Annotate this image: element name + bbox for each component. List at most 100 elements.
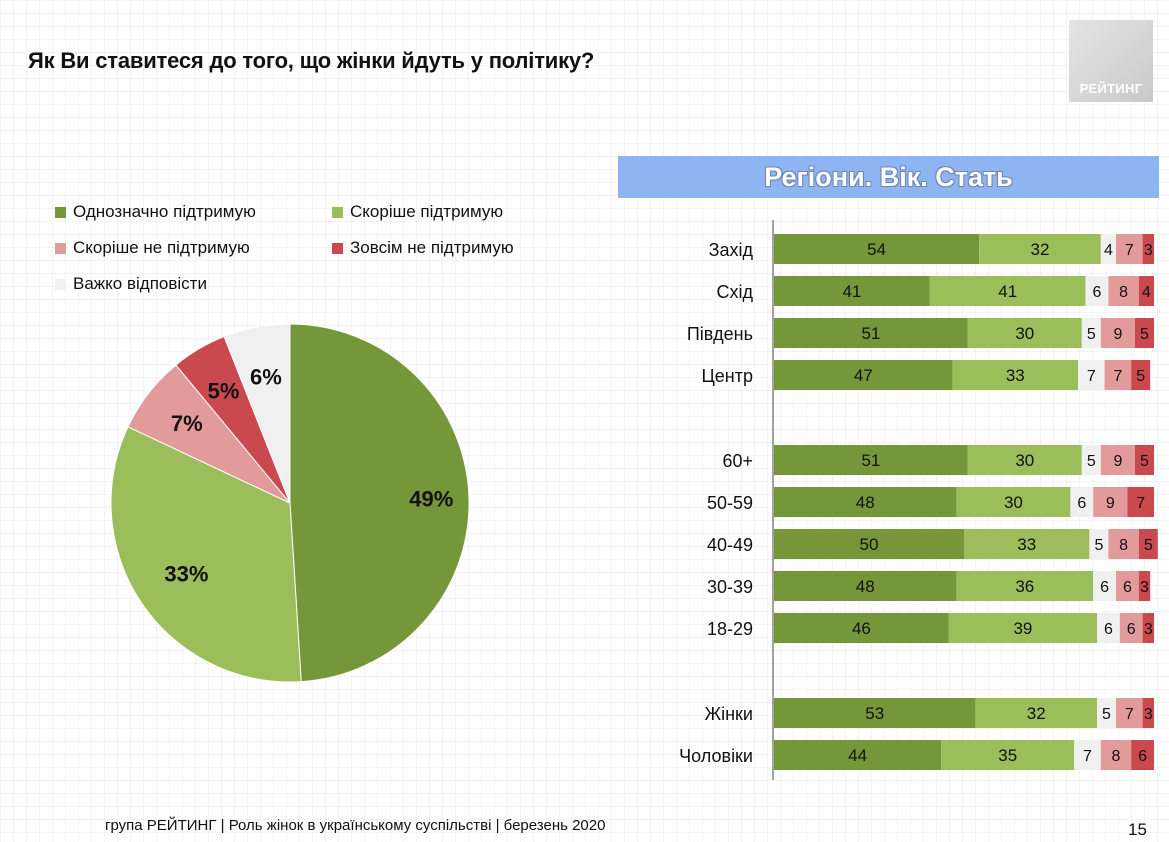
bar-segment xyxy=(1131,360,1151,390)
bar-segment xyxy=(1081,445,1101,475)
legend-label: Скоріше не підтримую xyxy=(73,238,250,257)
bar-data-label: 8 xyxy=(1119,284,1128,301)
bar-segment xyxy=(1104,360,1132,390)
bar-segment xyxy=(774,571,957,601)
bar-data-label: 51 xyxy=(861,324,880,343)
bar-segment xyxy=(1135,318,1154,348)
bar-segment xyxy=(967,445,1082,475)
bar-data-label: 3 xyxy=(1144,706,1153,723)
bar-data-label: 3 xyxy=(1144,242,1153,259)
bar-data-label: 5 xyxy=(1140,326,1149,343)
bar-data-label: 7 xyxy=(1087,368,1096,385)
bar-data-label: 4 xyxy=(1104,242,1113,259)
category-label: 50-59 xyxy=(707,493,753,513)
bar-segment xyxy=(1100,318,1135,348)
bar-segment xyxy=(774,529,964,559)
category-label: Захід xyxy=(709,240,754,260)
category-label: 18-29 xyxy=(707,619,753,639)
bar-data-label: 30 xyxy=(1004,493,1023,512)
bar-segment xyxy=(1097,613,1120,643)
bar-data-label: 35 xyxy=(998,746,1017,765)
bar-data-label: 8 xyxy=(1119,537,1128,554)
bar-segment xyxy=(774,445,968,475)
legend-label: Однозначно підтримую xyxy=(73,202,256,221)
bar-segment xyxy=(1081,318,1101,348)
category-label: Південь xyxy=(687,324,753,344)
pie-slice-label: 49% xyxy=(409,487,453,512)
bar-data-label: 6 xyxy=(1127,621,1136,638)
bar-data-label: 6 xyxy=(1123,579,1132,596)
bar-segment xyxy=(1116,698,1143,728)
bar-segment xyxy=(1138,529,1158,559)
bar-data-label: 32 xyxy=(1027,704,1046,723)
bar-segment xyxy=(929,276,1086,306)
legend-label: Важко відповісти xyxy=(73,274,207,293)
bar-segment xyxy=(774,698,976,728)
bar-segment xyxy=(1116,234,1143,264)
bar-data-label: 9 xyxy=(1113,326,1122,343)
bar-data-label: 33 xyxy=(1006,366,1025,385)
bar-segment xyxy=(1100,234,1116,264)
bar-data-label: 5 xyxy=(1087,453,1096,470)
bar-data-label: 6 xyxy=(1093,284,1102,301)
pie-slice xyxy=(110,426,302,683)
legend-swatch xyxy=(332,242,343,254)
bar-segment xyxy=(975,698,1097,728)
bar-data-label: 5 xyxy=(1087,326,1096,343)
bar-segment xyxy=(979,234,1101,264)
pie-slice xyxy=(289,323,470,683)
bar-segment xyxy=(1108,276,1139,306)
bar-data-label: 47 xyxy=(854,366,873,385)
bar-data-label: 3 xyxy=(1144,621,1153,638)
bar-data-label: 9 xyxy=(1113,453,1122,470)
category-label: Жінки xyxy=(705,704,754,724)
bar-segment xyxy=(774,276,930,306)
bar-segment xyxy=(956,487,1071,517)
bar-data-label: 8 xyxy=(1112,748,1121,765)
bar-data-label: 36 xyxy=(1015,577,1034,596)
bar-data-label: 54 xyxy=(867,240,886,259)
banner: Регіони. Вік. Стать xyxy=(618,156,1159,198)
category-label: Схід xyxy=(716,282,753,302)
legend-label: Зовсім не підтримую xyxy=(350,238,514,257)
page-number: 15 xyxy=(1128,820,1147,839)
bar-segment xyxy=(774,740,942,770)
bar-segment xyxy=(1097,698,1116,728)
bar-segment xyxy=(1142,234,1154,264)
pie-slice-label: 33% xyxy=(164,561,208,586)
bar-segment xyxy=(1100,740,1132,770)
legend-item-definitely-support: Однозначно підтримую xyxy=(55,202,256,222)
bar-segment xyxy=(1074,740,1101,770)
category-label: 40-49 xyxy=(707,535,753,555)
bar-segment xyxy=(1108,529,1139,559)
pie-chart: 49% 33% 7%5% 6% xyxy=(110,323,470,683)
bar-data-label: 30 xyxy=(1015,451,1034,470)
bar-segment xyxy=(774,360,953,390)
bar-segment xyxy=(1089,529,1109,559)
bar-data-label: 41 xyxy=(842,282,861,301)
bar-segment xyxy=(1119,613,1143,643)
legend-item-not-at-all: Зовсім не підтримую xyxy=(332,238,514,258)
bar-segment xyxy=(1127,487,1154,517)
logo-text: РЕЙТИНГ xyxy=(1079,81,1143,96)
bar-segment xyxy=(1116,571,1139,601)
bar-segment xyxy=(774,318,968,348)
bar-data-label: 48 xyxy=(856,493,875,512)
bar-segment xyxy=(948,613,1097,643)
bar-data-label: 50 xyxy=(860,535,879,554)
rating-logo: РЕЙТИНГ xyxy=(1069,20,1153,102)
bar-data-label: 7 xyxy=(1113,368,1122,385)
bar-segment xyxy=(1138,276,1154,306)
bar-data-label: 5 xyxy=(1140,453,1149,470)
bar-data-label: 6 xyxy=(1138,748,1147,765)
bar-data-label: 5 xyxy=(1136,368,1145,385)
bar-segment xyxy=(941,740,1075,770)
bar-data-label: 48 xyxy=(856,577,875,596)
bar-segment xyxy=(1131,740,1154,770)
bar-data-label: 7 xyxy=(1136,495,1145,512)
bar-data-label: 7 xyxy=(1083,748,1092,765)
bar-segment xyxy=(1093,487,1128,517)
legend: Однозначно підтримую Скоріше підтримую С… xyxy=(55,202,555,302)
bar-data-label: 7 xyxy=(1125,242,1134,259)
